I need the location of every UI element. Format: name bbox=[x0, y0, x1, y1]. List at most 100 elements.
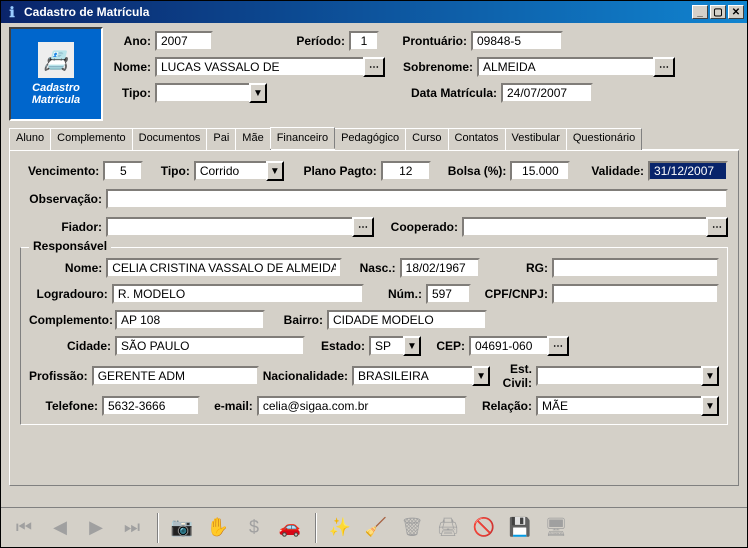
resp-cpf-label: CPF/CNPJ: bbox=[475, 287, 548, 301]
spark-button[interactable]: ✨ bbox=[323, 511, 357, 545]
resp-cpf-input[interactable] bbox=[552, 284, 719, 304]
coop-lookup-button[interactable]: ⋯ bbox=[706, 217, 728, 237]
resp-estcivil-label: Est. Civil: bbox=[494, 362, 532, 390]
tab-complemento[interactable]: Complemento bbox=[50, 128, 132, 150]
resp-relacao-select[interactable] bbox=[536, 396, 701, 416]
tab-curso[interactable]: Curso bbox=[405, 128, 448, 150]
maximize-button[interactable]: ▢ bbox=[710, 5, 726, 19]
periodo-label: Período: bbox=[217, 34, 345, 48]
resp-log-label: Logradouro: bbox=[29, 287, 108, 301]
resp-num-input[interactable] bbox=[426, 284, 471, 304]
toolbar-separator-2 bbox=[315, 513, 317, 543]
tab-vestibular[interactable]: Vestibular bbox=[505, 128, 567, 150]
window-title: Cadastro de Matrícula bbox=[24, 5, 692, 19]
resp-relacao-label: Relação: bbox=[471, 399, 532, 413]
resp-cidade-input[interactable] bbox=[115, 336, 305, 356]
sobrenome-input[interactable] bbox=[477, 57, 653, 77]
camera-button[interactable]: 📷 bbox=[165, 511, 199, 545]
fin-tipo-select[interactable] bbox=[194, 161, 266, 181]
nome-lookup: ⋯ bbox=[155, 57, 385, 77]
next-button[interactable]: ▶ bbox=[79, 511, 113, 545]
validade-input[interactable] bbox=[648, 161, 728, 181]
coop-input[interactable] bbox=[462, 217, 706, 237]
resp-compl-input[interactable] bbox=[115, 310, 265, 330]
prontuario-label: Prontuário: bbox=[383, 34, 467, 48]
window: ℹ Cadastro de Matrícula _ ▢ ✕ 📇 Cadastro… bbox=[0, 0, 748, 548]
pc-button[interactable]: 🖥 bbox=[539, 511, 573, 545]
resp-prof-input[interactable] bbox=[92, 366, 259, 386]
resp-nome-label: Nome: bbox=[29, 261, 102, 275]
first-button[interactable]: ⏮ bbox=[7, 511, 41, 545]
tab-panel-financeiro: Vencimento: Tipo: ▼ Plano Pagto: Bolsa (… bbox=[9, 150, 739, 486]
resp-nome-input[interactable] bbox=[106, 258, 341, 278]
sweep-button[interactable]: 🧹 bbox=[359, 511, 393, 545]
tipo-label: Tipo: bbox=[109, 86, 151, 100]
resp-rg-input[interactable] bbox=[552, 258, 719, 278]
tab-aluno[interactable]: Aluno bbox=[9, 128, 51, 150]
tab-documentos[interactable]: Documentos bbox=[132, 128, 208, 150]
resp-estado-select[interactable] bbox=[369, 336, 403, 356]
responsavel-fieldset: Responsável Nome: Nasc.: RG: Logradouro:… bbox=[20, 247, 728, 425]
fiador-lookup-button[interactable]: ⋯ bbox=[352, 217, 374, 237]
fin-tipo-label: Tipo: bbox=[147, 164, 190, 178]
tab-pedagógico[interactable]: Pedagógico bbox=[334, 128, 406, 150]
tab-questionário[interactable]: Questionário bbox=[566, 128, 642, 150]
datamat-label: Data Matrícula: bbox=[271, 86, 497, 100]
nome-label: Nome: bbox=[109, 60, 151, 74]
minimize-button[interactable]: _ bbox=[692, 5, 708, 19]
tipo-select[interactable] bbox=[155, 83, 249, 103]
resp-bairro-label: Bairro: bbox=[269, 313, 323, 327]
nome-input[interactable] bbox=[155, 57, 363, 77]
fiador-label: Fiador: bbox=[20, 220, 102, 234]
save-button[interactable]: 💾 bbox=[503, 511, 537, 545]
close-button[interactable]: ✕ bbox=[728, 5, 744, 19]
bolsa-input[interactable] bbox=[510, 161, 570, 181]
tab-mãe[interactable]: Mãe bbox=[235, 128, 270, 150]
resp-cep-lookup-button[interactable]: ⋯ bbox=[547, 336, 569, 356]
coop-label: Cooperado: bbox=[378, 220, 458, 234]
resp-nasc-input[interactable] bbox=[400, 258, 480, 278]
toolbar: ⏮ ◀ ▶ ⏭ 📷 ✋ $ 🚗 ✨ 🧹 🗑 🖨 🚫 💾 🖥 bbox=[1, 507, 747, 547]
tabs: AlunoComplementoDocumentosPaiMãeFinancei… bbox=[9, 127, 739, 150]
resp-nac-dropdown-button[interactable]: ▼ bbox=[472, 366, 490, 386]
obs-input[interactable] bbox=[106, 189, 728, 209]
resp-rg-label: RG: bbox=[484, 261, 548, 275]
print-button[interactable]: 🖨 bbox=[431, 511, 465, 545]
resp-relacao-dropdown-button[interactable]: ▼ bbox=[701, 396, 719, 416]
datamat-input[interactable] bbox=[501, 83, 593, 103]
tipo-dropdown-button[interactable]: ▼ bbox=[249, 83, 267, 103]
resp-cep-input[interactable] bbox=[469, 336, 547, 356]
hand-button[interactable]: ✋ bbox=[201, 511, 235, 545]
car-button[interactable]: 🚗 bbox=[273, 511, 307, 545]
bolsa-label: Bolsa (%): bbox=[435, 164, 507, 178]
resp-email-label: e-mail: bbox=[204, 399, 253, 413]
resp-estado-dropdown-button[interactable]: ▼ bbox=[403, 336, 421, 356]
resp-log-input[interactable] bbox=[112, 284, 364, 304]
plano-input[interactable] bbox=[381, 161, 431, 181]
resp-email-input[interactable] bbox=[257, 396, 468, 416]
periodo-input[interactable] bbox=[349, 31, 379, 51]
tab-financeiro[interactable]: Financeiro bbox=[270, 127, 335, 149]
resp-estcivil-dropdown-button[interactable]: ▼ bbox=[701, 366, 719, 386]
ano-input[interactable] bbox=[155, 31, 213, 51]
last-button[interactable]: ⏭ bbox=[115, 511, 149, 545]
resp-tel-label: Telefone: bbox=[29, 399, 98, 413]
sobrenome-lookup-button[interactable]: ⋯ bbox=[653, 57, 675, 77]
tab-pai[interactable]: Pai bbox=[206, 128, 236, 150]
venc-input[interactable] bbox=[103, 161, 143, 181]
ano-label: Ano: bbox=[109, 34, 151, 48]
tab-contatos[interactable]: Contatos bbox=[448, 128, 506, 150]
prev-button[interactable]: ◀ bbox=[43, 511, 77, 545]
nome-lookup-button[interactable]: ⋯ bbox=[363, 57, 385, 77]
resp-bairro-input[interactable] bbox=[327, 310, 487, 330]
money-button[interactable]: $ bbox=[237, 511, 271, 545]
fin-tipo-dropdown-button[interactable]: ▼ bbox=[266, 161, 284, 181]
resp-estcivil-select[interactable] bbox=[536, 366, 701, 386]
resp-tel-input[interactable] bbox=[102, 396, 200, 416]
prontuario-input[interactable] bbox=[471, 31, 563, 51]
resp-estado-label: Estado: bbox=[309, 339, 365, 353]
resp-nac-select[interactable] bbox=[352, 366, 472, 386]
trash-button[interactable]: 🗑 bbox=[395, 511, 429, 545]
fiador-input[interactable] bbox=[106, 217, 352, 237]
forbid-button[interactable]: 🚫 bbox=[467, 511, 501, 545]
